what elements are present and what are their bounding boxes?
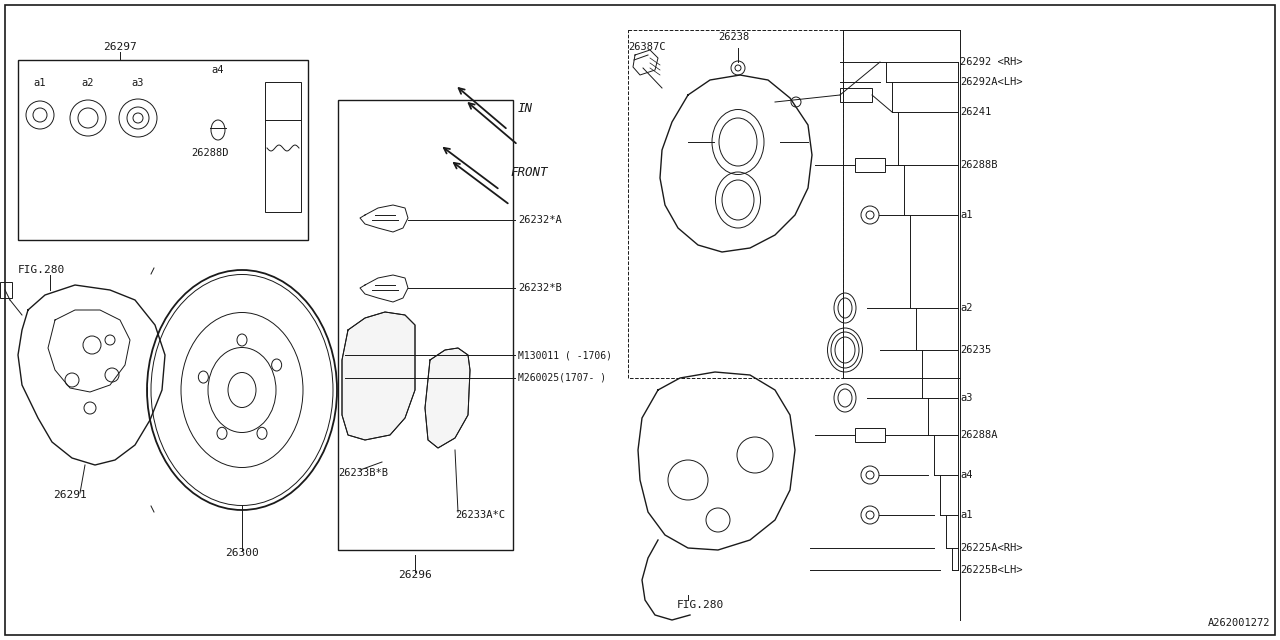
- Bar: [265, 82, 301, 212]
- Bar: [338, 100, 513, 550]
- Bar: [855, 158, 884, 172]
- Text: a4: a4: [960, 470, 973, 480]
- Text: 26238: 26238: [718, 32, 749, 42]
- Text: 26292 <RH>: 26292 <RH>: [960, 57, 1023, 67]
- Text: M130011 ( -1706): M130011 ( -1706): [518, 350, 612, 360]
- Text: 26297: 26297: [104, 42, 137, 52]
- Text: 26225B<LH>: 26225B<LH>: [960, 565, 1023, 575]
- Text: a1: a1: [33, 78, 46, 88]
- Text: a3: a3: [132, 78, 145, 88]
- Text: M260025(1707- ): M260025(1707- ): [518, 373, 607, 383]
- Text: 26225A<RH>: 26225A<RH>: [960, 543, 1023, 553]
- Text: 26291: 26291: [54, 490, 87, 500]
- Text: 26232*B: 26232*B: [518, 283, 562, 293]
- Text: 26232*A: 26232*A: [518, 215, 562, 225]
- Text: 26288B: 26288B: [960, 160, 997, 170]
- Text: a4: a4: [211, 65, 224, 75]
- Text: a1: a1: [960, 510, 973, 520]
- Bar: [18, 60, 308, 240]
- Polygon shape: [425, 348, 470, 448]
- Text: 26233B*B: 26233B*B: [338, 468, 388, 478]
- Bar: [0, 282, 12, 298]
- Polygon shape: [342, 312, 415, 440]
- Text: 26300: 26300: [225, 548, 259, 558]
- Text: 26288D: 26288D: [191, 148, 229, 158]
- Bar: [628, 30, 844, 378]
- Text: FIG.280: FIG.280: [18, 265, 65, 275]
- Text: A262001272: A262001272: [1207, 618, 1270, 628]
- Bar: [840, 88, 872, 102]
- Text: IN: IN: [518, 102, 532, 115]
- Text: 26292A<LH>: 26292A<LH>: [960, 77, 1023, 87]
- Text: 26296: 26296: [398, 570, 431, 580]
- Text: FRONT: FRONT: [509, 166, 548, 179]
- Text: a2: a2: [82, 78, 95, 88]
- Text: FIG.280: FIG.280: [676, 600, 723, 610]
- Text: 26288A: 26288A: [960, 430, 997, 440]
- Text: 26387C: 26387C: [628, 42, 666, 52]
- Text: 26241: 26241: [960, 107, 991, 117]
- Text: a2: a2: [960, 303, 973, 313]
- Text: a1: a1: [960, 210, 973, 220]
- Bar: [855, 428, 884, 442]
- Text: a3: a3: [960, 393, 973, 403]
- Text: 26233A*C: 26233A*C: [454, 510, 506, 520]
- Text: 26235: 26235: [960, 345, 991, 355]
